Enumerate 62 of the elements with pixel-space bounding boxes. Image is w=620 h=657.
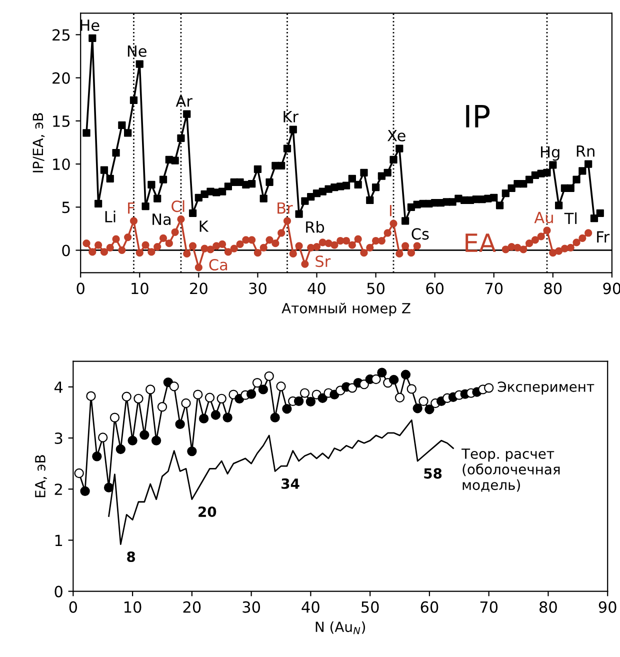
x-axis-title: Атомный номер Z — [282, 302, 410, 316]
y-tick-label: 10 — [53, 158, 70, 170]
x-axis-title: N (Au$_{N}$) — [316, 621, 366, 634]
y-axis-title: EA, эВ — [35, 455, 47, 498]
x-tick-label: 80 — [540, 601, 557, 613]
annotation: I — [390, 205, 392, 216]
x-tick-label: 60 — [420, 601, 438, 613]
x-tick-label: 60 — [426, 282, 444, 294]
annotation: Cl — [172, 200, 184, 212]
annotation: Fr — [597, 231, 610, 242]
annotation: Hg — [541, 146, 560, 161]
y-tick-label: 15 — [53, 116, 70, 127]
x-tick-label: 10 — [132, 282, 148, 294]
annotation: Cs — [412, 228, 429, 240]
x-tick-label: 40 — [302, 601, 320, 613]
annotation: F — [128, 202, 134, 214]
y-tick-label: 0 — [54, 586, 62, 598]
series-label: IP — [466, 105, 490, 128]
line-series — [108, 419, 454, 545]
x-tick-label: 0 — [76, 282, 84, 294]
y-tick-label: 0 — [62, 244, 70, 256]
annotation: 58 — [424, 468, 442, 479]
annotation: Kr — [284, 111, 299, 122]
y-tick-label: 5 — [62, 202, 70, 214]
y-tick-label: 25 — [52, 29, 70, 41]
annotation: Au — [534, 212, 553, 224]
series-label: Теор. расчет (оболочечная модель) — [462, 448, 560, 492]
y-tick-label: 3 — [54, 432, 62, 444]
series-label: Эксперимент — [498, 381, 594, 395]
y-tick-label: 4 — [54, 382, 63, 393]
annotation: Na — [152, 214, 170, 226]
annotation: Xe — [387, 130, 406, 142]
x-tick-label: 70 — [480, 601, 498, 613]
x-tick-label: 80 — [544, 282, 562, 294]
y-tick-label: 2 — [54, 484, 62, 495]
y-tick-label: 1 — [55, 534, 62, 546]
x-tick-label: 50 — [362, 601, 379, 613]
annotation: Rb — [306, 220, 324, 233]
annotation: K — [200, 220, 209, 232]
y-tick-label: 20 — [52, 72, 70, 84]
x-tick-label: 20 — [183, 601, 201, 613]
annotation: 34 — [282, 478, 300, 489]
x-tick-label: 10 — [124, 601, 142, 613]
annotation: Sr — [316, 256, 331, 268]
x-tick-label: 70 — [485, 282, 503, 294]
x-tick-label: 30 — [249, 282, 266, 294]
annotation: Tl — [564, 212, 577, 224]
series-label: EA — [466, 234, 496, 252]
x-tick-label: 30 — [242, 601, 260, 613]
x-tick-label: 90 — [598, 601, 616, 613]
x-tick-label: 40 — [308, 282, 326, 294]
x-tick-label: 50 — [367, 282, 384, 294]
annotation: 20 — [198, 506, 216, 518]
annotation: Ca — [209, 258, 228, 271]
annotation: Ar — [176, 96, 192, 107]
annotation: Rn — [576, 146, 594, 157]
annotation: Br — [278, 202, 293, 214]
annotation: Ne — [128, 46, 146, 57]
annotation: Li — [105, 210, 116, 222]
x-tick-label: 20 — [190, 282, 208, 294]
y-axis-title: IP/EA, эВ — [32, 113, 45, 172]
annotation: 8 — [127, 551, 136, 562]
